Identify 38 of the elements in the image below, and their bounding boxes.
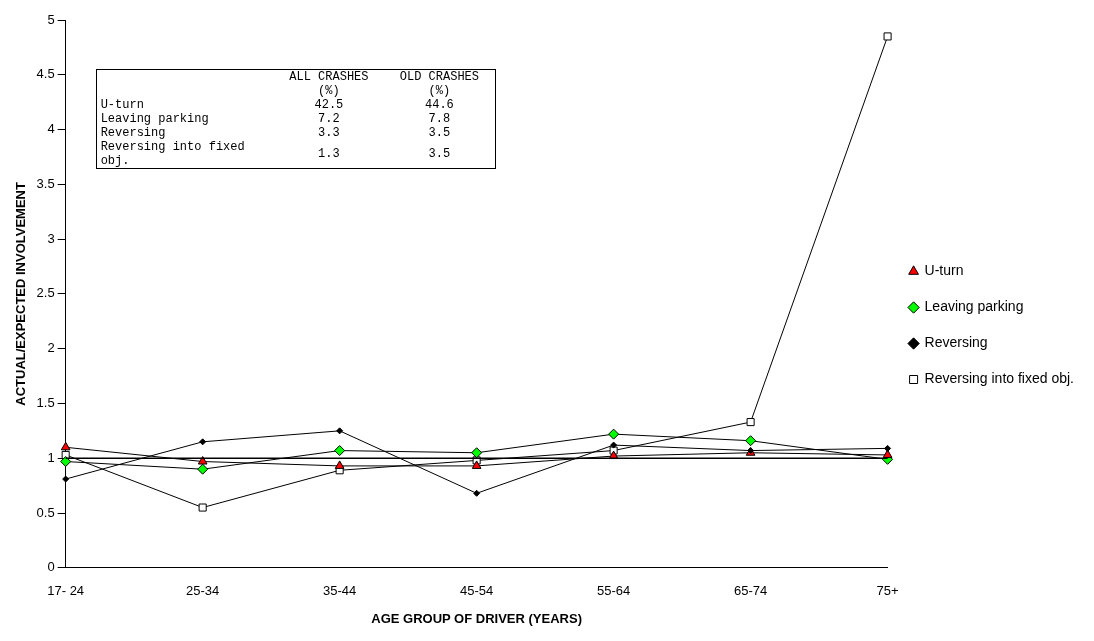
legend-label: Reversing into fixed obj. bbox=[924, 370, 1075, 387]
annotation: 42.5 bbox=[313, 98, 345, 113]
y-axis-title: ACTUAL/EXPECTED INVOLVEMENT bbox=[13, 182, 29, 406]
annotation: Reversing bbox=[99, 126, 167, 141]
annotation: 3.3 bbox=[317, 126, 341, 141]
y-tick-label: 1 bbox=[47, 449, 55, 465]
annotation: U-turn bbox=[99, 98, 145, 113]
y-tick-label: 4.5 bbox=[36, 66, 55, 82]
annotation: 44.6 bbox=[424, 98, 455, 113]
annotation: ALL CRASHES (%) bbox=[288, 69, 370, 99]
annotation: 3.5 bbox=[427, 126, 452, 141]
legend-label: U-turn bbox=[924, 262, 964, 279]
annotation: 1.3 bbox=[317, 146, 341, 164]
x-tick-label: 75+ bbox=[876, 583, 899, 599]
x-axis-title: AGE GROUP OF DRIVER (YEARS) bbox=[371, 610, 582, 626]
annotation: 7.2 bbox=[317, 112, 341, 127]
legend-label: Reversing bbox=[924, 334, 988, 351]
y-tick-label: 0 bbox=[47, 559, 55, 575]
x-tick-label: 17- 24 bbox=[47, 583, 85, 599]
annotation: OLD CRASHES (%) bbox=[398, 69, 480, 99]
y-tick-label: 1.5 bbox=[36, 395, 55, 411]
y-tick-label: 2 bbox=[47, 340, 55, 356]
y-tick-label: 4 bbox=[47, 121, 55, 137]
x-tick-label: 65-74 bbox=[733, 583, 768, 599]
annotation: 3.5 bbox=[427, 146, 452, 164]
annotation: Reversing into fixed obj. bbox=[99, 140, 246, 169]
x-tick-label: 35-44 bbox=[323, 583, 357, 599]
y-tick-label: 3.5 bbox=[36, 175, 55, 191]
legend-label: Leaving parking bbox=[924, 298, 1024, 315]
y-tick-label: 5 bbox=[47, 11, 55, 27]
x-tick-label: 25-34 bbox=[186, 583, 220, 599]
x-tick-label: 55-64 bbox=[596, 583, 631, 599]
y-tick-label: 2.5 bbox=[36, 285, 55, 301]
x-tick-label: 45-54 bbox=[460, 583, 494, 599]
annotation: Leaving parking bbox=[99, 112, 210, 127]
y-tick-label: 3 bbox=[47, 230, 55, 246]
annotation: 7.8 bbox=[427, 112, 452, 127]
y-tick-label: 0.5 bbox=[36, 504, 55, 520]
